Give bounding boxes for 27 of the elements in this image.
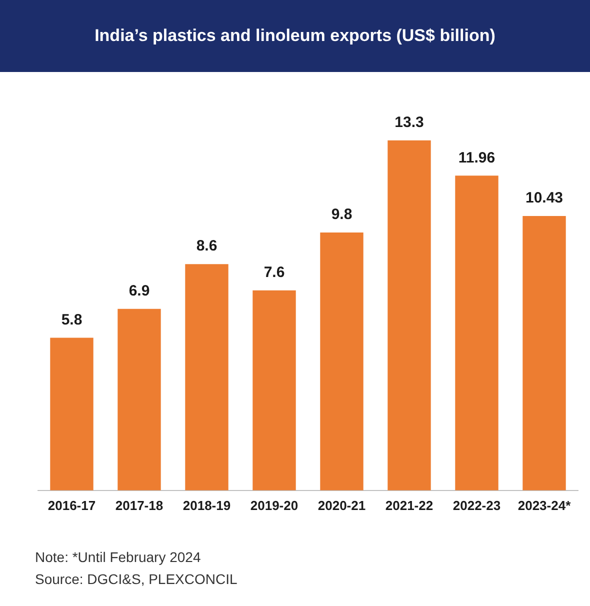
x-tick-label: 2016-17 [48, 498, 96, 513]
chart-title: India’s plastics and linoleum exports (US$ billion) [0, 0, 590, 72]
bar [185, 264, 228, 490]
x-tick-label: 2017-18 [115, 498, 164, 513]
x-tick-label: 2020-21 [318, 498, 366, 513]
data-label: 10.43 [525, 190, 564, 207]
data-label: 6.9 [128, 282, 150, 300]
data-label: 8.6 [196, 238, 218, 255]
x-tick-label: 2022-23 [452, 498, 501, 513]
bar [50, 338, 94, 490]
data-label: 9.8 [331, 206, 352, 224]
bar [522, 216, 566, 490]
bar [118, 308, 161, 490]
bar [320, 232, 364, 490]
data-label: 13.3 [394, 114, 424, 132]
bar [252, 290, 296, 490]
bar [455, 176, 498, 490]
source-note: Source: DGCI&S, PLEXCONCIL [35, 570, 238, 589]
data-label: 11.96 [458, 149, 496, 166]
x-tick-label: 2019-20 [250, 498, 298, 513]
x-tick-label: 2021-22 [385, 498, 434, 513]
data-label: 7.6 [264, 264, 285, 282]
x-tick-label: 2018-19 [182, 498, 231, 513]
data-label: 5.8 [61, 311, 82, 328]
text: Note: *Until February 2024 [35, 548, 202, 567]
bar [388, 140, 431, 490]
x-tick-label: 2023-24* [518, 498, 572, 513]
